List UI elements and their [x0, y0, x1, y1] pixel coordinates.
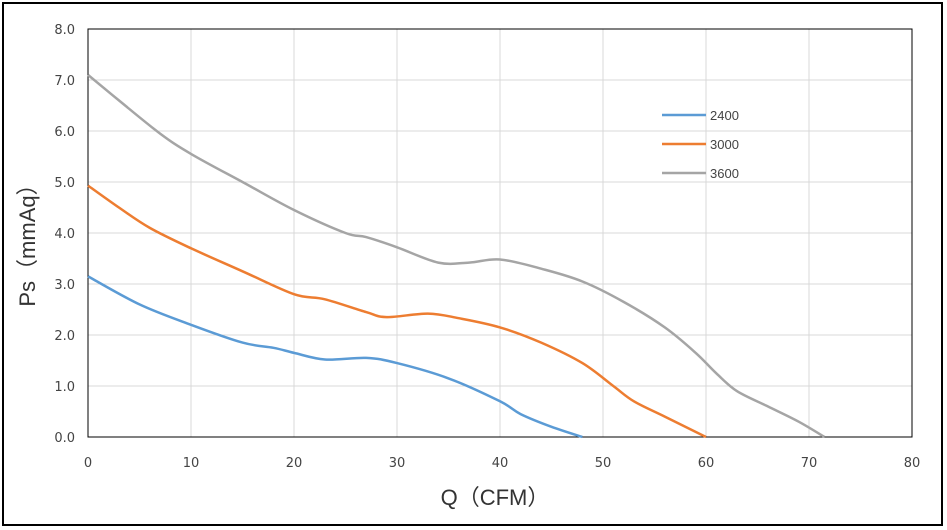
- series-lines: [87, 73, 826, 439]
- legend-label: 3600: [710, 166, 739, 181]
- plot-area-border: [87, 28, 913, 438]
- x-tick-label: 20: [286, 456, 303, 471]
- series-line-3000: [87, 184, 707, 439]
- y-tick-label: 0.0: [54, 431, 75, 446]
- x-tick-label: 30: [389, 456, 406, 471]
- x-axis-title: Q（CFM）: [441, 485, 550, 510]
- grid: [87, 28, 913, 438]
- y-tick-label: 5.0: [54, 176, 75, 191]
- x-tick-label: 60: [698, 456, 715, 471]
- x-tick-label: 80: [904, 456, 921, 471]
- x-tick-label: 50: [595, 456, 612, 471]
- tick-labels: 0 10 20 30 40 50 60 70 80 0.0 1.0 2.0 3.0 4.0 5.0 6.0 7.…: [54, 23, 920, 471]
- series-line-3600: [87, 73, 826, 439]
- x-tick-label: 40: [492, 456, 509, 471]
- y-tick-label: 8.0: [54, 23, 75, 38]
- y-tick-label: 1.0: [54, 380, 75, 395]
- legend-label: 2400: [710, 108, 739, 123]
- y-tick-label: 3.0: [54, 278, 75, 293]
- y-axis-title: Ps（mmAq）: [15, 173, 40, 306]
- legend: 2400 3000 3600: [662, 108, 739, 181]
- y-tick-label: 4.0: [54, 227, 75, 242]
- y-tick-label: 2.0: [54, 329, 75, 344]
- x-tick-label: 70: [801, 456, 818, 471]
- legend-label: 3000: [710, 137, 739, 152]
- x-tick-label: 10: [183, 456, 200, 471]
- series-line-2400: [87, 275, 583, 439]
- y-tick-label: 7.0: [54, 74, 75, 89]
- y-tick-label: 6.0: [54, 125, 75, 140]
- x-tick-label: 0: [84, 456, 92, 471]
